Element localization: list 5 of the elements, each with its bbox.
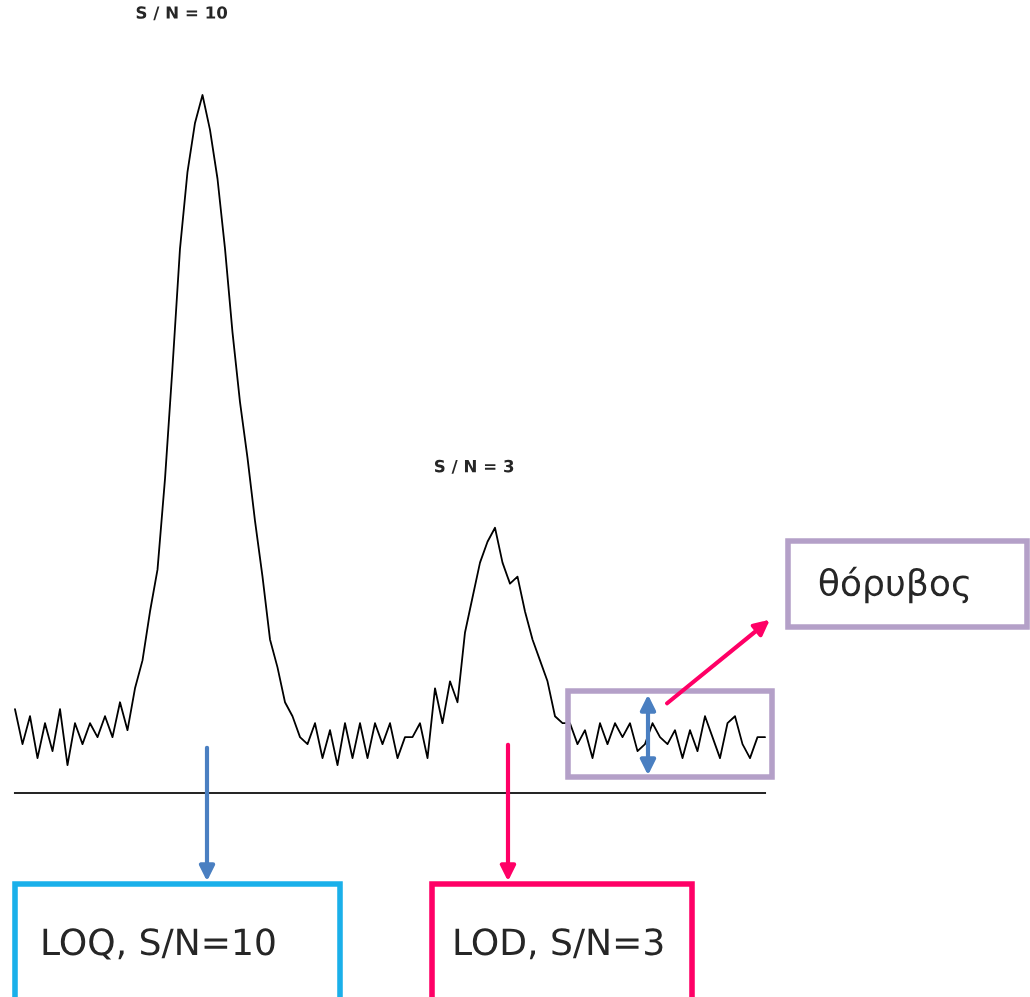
text: θόρυβος — [819, 566, 969, 604]
text: S / N = 10 — [136, 6, 228, 21]
text: LOQ, S/N=10 — [43, 928, 275, 960]
annotation: S / N = 3 — [434, 459, 514, 474]
text: LOD, S/N=3 — [455, 928, 663, 960]
